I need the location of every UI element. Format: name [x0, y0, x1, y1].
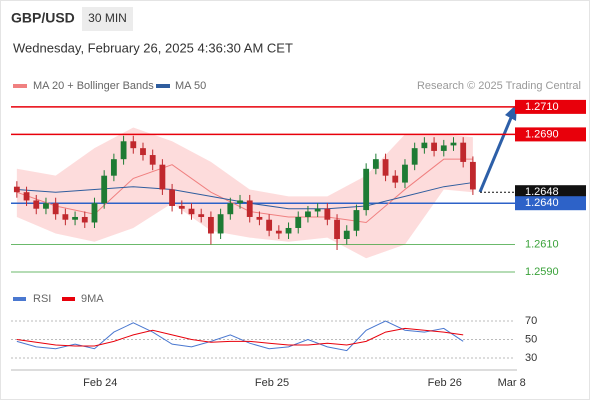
candle-body [246, 200, 253, 217]
candle-body [431, 142, 437, 151]
level-box [515, 196, 586, 211]
candle-body [314, 208, 321, 212]
candle-body [52, 203, 59, 215]
candle-body [353, 210, 360, 231]
candle-body [198, 214, 205, 217]
level-label: 1.2690 [525, 128, 559, 140]
candle-body [392, 175, 399, 183]
rsi-tick-label: 50 [525, 333, 537, 345]
candle-body [81, 216, 88, 223]
candle-body [169, 189, 176, 206]
candle-body [324, 208, 331, 220]
candle-body [285, 227, 292, 234]
candle-body [275, 230, 282, 234]
candle-body [402, 164, 408, 183]
candle-body [411, 148, 418, 165]
x-tick-label: Mar 8 [498, 377, 526, 389]
arrow-head [505, 104, 517, 121]
x-tick-label: Feb 25 [255, 377, 289, 389]
level-label: 1.2610 [525, 238, 559, 250]
candle-body [469, 161, 476, 190]
candle-body [62, 214, 69, 220]
legend-swatch [13, 84, 27, 88]
legend-swatch [62, 297, 75, 301]
candle-body [237, 200, 243, 204]
legend-label: MA 50 [175, 80, 206, 92]
level-label: 1.2710 [525, 101, 559, 113]
rsi-line [16, 320, 464, 352]
candle-body [363, 168, 370, 211]
candle-body [343, 230, 350, 239]
interval: 30 MIN [88, 11, 127, 25]
candle-body [440, 145, 447, 151]
candle-body [305, 211, 311, 217]
candle-body [159, 164, 166, 190]
interval-box [82, 7, 133, 31]
x-tick-label: Feb 24 [83, 377, 117, 389]
candle-body [266, 219, 273, 231]
subtitle: Wednesday, February 26, 2025 4:36:30 AM … [13, 40, 293, 55]
candle-body [140, 148, 146, 156]
level-box [515, 127, 586, 142]
candle-body [227, 203, 234, 215]
candle-body [450, 142, 457, 146]
candle-body [382, 159, 389, 176]
legend-label: 9MA [81, 293, 104, 305]
forecast-arrow [478, 112, 515, 193]
level-label: 1.2590 [525, 266, 559, 278]
candle-body [13, 186, 20, 193]
candle-body [72, 216, 78, 220]
candle-body [91, 203, 98, 223]
level-box [515, 185, 586, 200]
level-box [515, 99, 586, 114]
legend-swatch [13, 297, 26, 301]
candle-body [43, 203, 49, 209]
legend-label: RSI [33, 293, 51, 305]
candle-body [208, 216, 214, 234]
chart-title: GBP/USD [11, 10, 75, 26]
candle-body [217, 214, 224, 234]
level-label: 1.2648 [525, 186, 559, 198]
legend-swatch [156, 84, 170, 88]
candle-body [23, 192, 30, 201]
candle-body [188, 208, 195, 215]
candle-body [178, 205, 185, 209]
x-tick-label: Feb 26 [428, 377, 462, 389]
candle-body [295, 216, 302, 228]
rsi-line [16, 327, 464, 347]
source: Research © 2025 Trading Central [417, 80, 581, 92]
candle-body [101, 175, 108, 204]
candle-body [130, 141, 137, 149]
candle-body [33, 200, 40, 209]
candle-body [256, 216, 263, 220]
rsi-tick-label: 30 [525, 352, 537, 364]
candle-body [421, 142, 428, 149]
rsi-tick-label: 70 [525, 315, 537, 327]
legend-label: MA 20 + Bollinger Bands [33, 80, 154, 92]
candle-body [149, 155, 156, 165]
candle-body [120, 141, 127, 160]
level-label: 1.2640 [525, 197, 559, 209]
candle-body [372, 159, 379, 169]
candle-body [460, 142, 467, 162]
candle-body [110, 159, 117, 176]
candle-body [334, 219, 340, 239]
